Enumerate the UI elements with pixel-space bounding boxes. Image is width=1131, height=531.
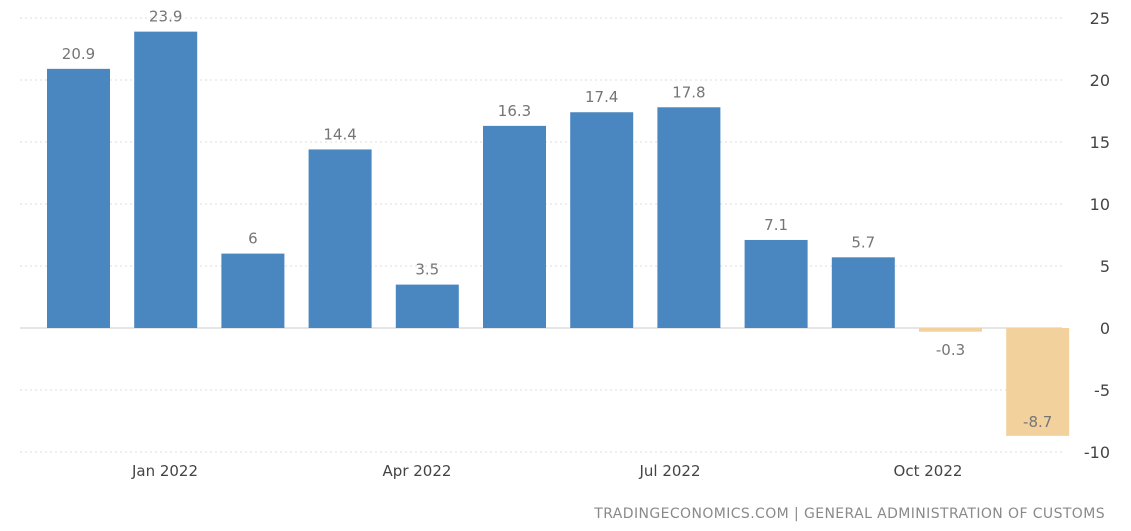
bar: [831, 257, 895, 328]
data-label: 23.9: [149, 8, 182, 26]
y-tick-label: 10: [1090, 195, 1110, 214]
bar: [919, 328, 982, 332]
data-label: 3.5: [415, 261, 439, 279]
x-tick-label: Apr 2022: [383, 462, 452, 480]
bar: [657, 107, 721, 328]
y-tick-label: 25: [1090, 9, 1110, 28]
data-label: 17.4: [585, 88, 618, 106]
bars: [47, 31, 1070, 436]
bar: [221, 253, 285, 328]
bar: [395, 284, 459, 328]
x-tick-label: Jan 2022: [131, 462, 198, 480]
bar: [1006, 328, 1070, 436]
data-label: 17.8: [672, 83, 705, 101]
y-tick-label: 15: [1090, 133, 1110, 152]
data-label: 20.9: [62, 45, 95, 63]
y-tick-label: 5: [1100, 257, 1110, 276]
bar: [134, 31, 198, 328]
data-label: 16.3: [498, 102, 531, 120]
bar: [744, 239, 808, 328]
data-label: 7.1: [764, 216, 788, 234]
data-labels: 20.9 23.9 6 14.4 3.5 16.3 17.4 17.8 7.1 5.7 -0.3 -8…: [62, 8, 1053, 431]
data-label: -0.3: [936, 341, 965, 359]
x-tick-label: Oct 2022: [894, 462, 963, 480]
data-label: 6: [248, 230, 258, 248]
bar: [308, 149, 372, 328]
y-tick-label: -5: [1094, 381, 1110, 400]
x-tick-label: Jul 2022: [638, 462, 700, 480]
y-tick-label: -10: [1084, 443, 1110, 462]
bar: [483, 125, 546, 328]
bar: [570, 112, 634, 329]
y-tick-label: 20: [1090, 71, 1110, 90]
y-tick-label: 0: [1100, 319, 1110, 338]
x-axis: Jan 2022 Apr 2022 Jul 2022 Oct 2022: [131, 462, 962, 480]
data-label: 5.7: [851, 233, 875, 251]
source-attribution: TRADINGECONOMICS.COM | GENERAL ADMINISTR…: [594, 506, 1105, 522]
data-label: -8.7: [1023, 413, 1052, 431]
bar: [47, 68, 110, 328]
y-axis: 25 20 15 10 5 0 -5 -10: [1084, 9, 1110, 462]
data-label: 14.4: [323, 125, 356, 143]
